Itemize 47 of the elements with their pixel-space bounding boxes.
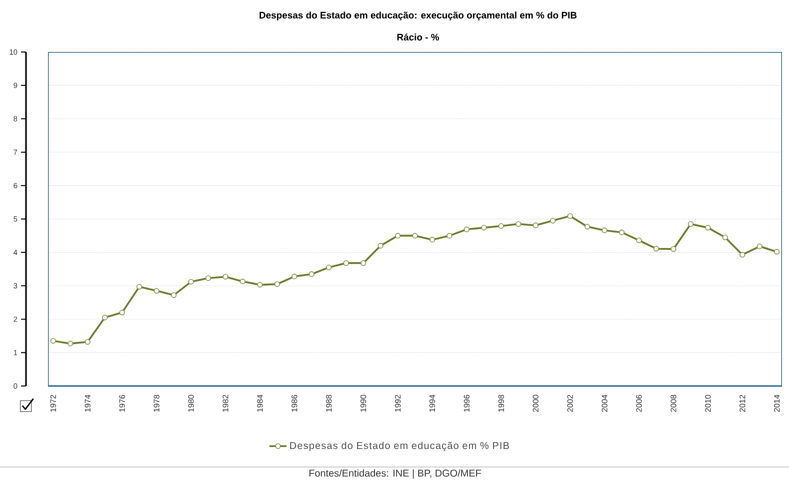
text: Fontes/Entidades: INE | BP, DGO/MEF (309, 469, 481, 479)
point (532, 222, 538, 228)
point (102, 314, 108, 320)
point (50, 338, 56, 344)
point (257, 282, 263, 288)
point (498, 223, 504, 229)
point (68, 340, 74, 346)
point (119, 310, 125, 316)
point (154, 288, 160, 294)
point (516, 221, 522, 227)
point (378, 242, 384, 249)
point (740, 252, 746, 258)
point (170, 292, 177, 298)
point (136, 284, 142, 290)
point (602, 228, 608, 234)
point (308, 271, 314, 277)
point (688, 221, 694, 227)
point (481, 224, 487, 230)
point (429, 236, 436, 243)
point (292, 274, 298, 280)
point (550, 218, 556, 224)
point (756, 244, 762, 250)
point (240, 278, 246, 284)
point (326, 264, 332, 270)
point (670, 246, 676, 252)
point (774, 248, 780, 255)
point (188, 278, 194, 285)
point (653, 246, 660, 252)
point (205, 275, 212, 281)
point (705, 224, 711, 230)
point (567, 213, 573, 219)
point (446, 232, 452, 238)
chart-title: Despesas do Estado em educação: execução orçamental em % do PIB (260, 12, 577, 20)
point (394, 232, 401, 238)
point (636, 238, 642, 244)
point (464, 226, 470, 232)
chart-subtitle: Rácio - % (397, 33, 440, 41)
point (584, 224, 590, 230)
point (722, 234, 728, 240)
point (412, 232, 418, 238)
point (274, 281, 280, 287)
point (343, 260, 349, 266)
legend-label: Despesas do Estado em educação em % PIB (290, 442, 509, 452)
point (84, 339, 90, 345)
point (222, 274, 228, 280)
point (360, 260, 366, 266)
point (618, 230, 625, 236)
